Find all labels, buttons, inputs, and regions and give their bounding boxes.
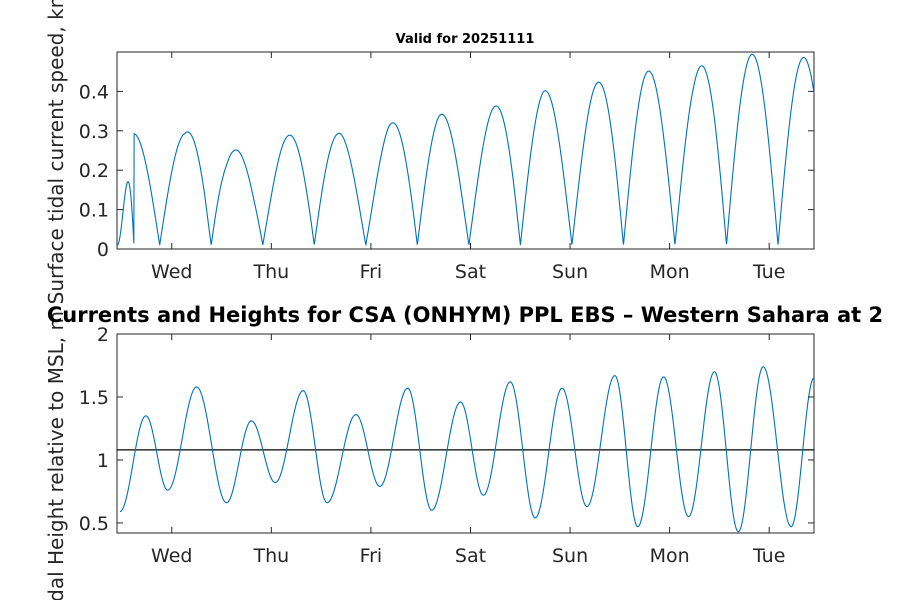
tidal-height-xtick-label: Wed	[151, 545, 192, 567]
tidal-height-xtick-label: Thu	[252, 545, 289, 567]
tidal-height-xtick-label: Fri	[360, 545, 383, 567]
current-speed-ytick-label: 0.4	[79, 81, 109, 103]
figure-main-title: Currents and Heights for CSA (ONHYM) PPL…	[47, 303, 883, 327]
tidal-height-ytick-label: 0.5	[79, 513, 109, 535]
current-speed-xtick-label: Fri	[360, 261, 383, 283]
current-speed-panel: 0 0.1 0.2 0.3 0.4 Wed Thu Fri Sat Sun Mon Tue Vali…	[44, 0, 815, 304]
tidal-height-ytick-label: 2	[97, 324, 109, 346]
tidal-height-series-line	[119, 366, 814, 533]
tidal-height-ytick-label: 1	[97, 450, 109, 472]
current-speed-ytick-label: 0	[97, 239, 109, 261]
current-speed-series-line	[116, 53, 815, 247]
tidal-height-xtick-label: Mon	[650, 545, 690, 567]
tidal-height-panel: 0.5 1 1.5 2 Wed Thu Fri Sat Sun Mon Tue Tidal Hei…	[44, 311, 815, 600]
tidal-height-xtick-label: Sun	[552, 545, 588, 567]
current-speed-xtick-label: Sat	[455, 261, 486, 283]
current-speed-xtick-label: Mon	[650, 261, 690, 283]
current-speed-chart-title: Valid for 20251111	[396, 32, 535, 47]
tidal-height-xtick-label: Sat	[455, 545, 486, 567]
tidal-height-ytick-label: 1.5	[79, 387, 109, 409]
current-speed-ytick-label: 0.1	[79, 200, 109, 222]
current-speed-xtick-label: Sun	[552, 261, 588, 283]
tidal-height-xtick-label: Tue	[752, 545, 785, 567]
current-speed-y-axis-label: Surface tidal current speed, kn	[44, 0, 68, 304]
current-speed-xtick-label: Wed	[151, 261, 192, 283]
current-speed-xtick-label: Thu	[252, 261, 289, 283]
tidal-height-axes-box	[116, 333, 815, 534]
tidal-height-y-axis-label: Tidal Height relative to MSL, m	[44, 311, 68, 600]
current-speed-ytick-label: 0.3	[79, 121, 109, 143]
current-speed-xtick-label: Tue	[752, 261, 785, 283]
current-speed-ytick-label: 0.2	[79, 160, 109, 182]
